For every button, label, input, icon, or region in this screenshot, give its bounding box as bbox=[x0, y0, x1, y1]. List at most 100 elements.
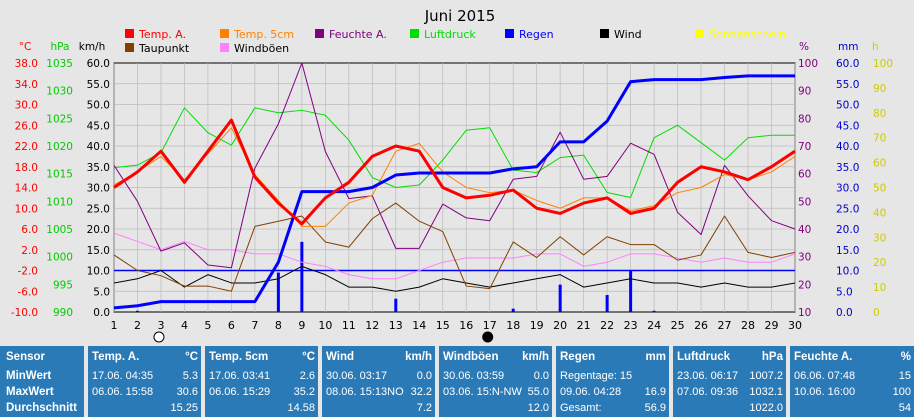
col-name: Temp. 5cm bbox=[209, 351, 269, 363]
axis-tick-mm: 45.0 bbox=[836, 120, 859, 132]
max-value: 32.2 bbox=[410, 386, 432, 398]
series-line-regen bbox=[113, 74, 795, 310]
axis-tick-h: 20 bbox=[873, 257, 886, 269]
axis-tick-mm: 40.0 bbox=[836, 141, 859, 153]
axis-tick-temp: 38.0 bbox=[15, 58, 38, 70]
x-tick-label: 4 bbox=[181, 319, 188, 332]
legend-swatch bbox=[695, 29, 704, 38]
col-name: Luftdruck bbox=[677, 351, 731, 363]
x-tick-label: 17 bbox=[483, 319, 497, 332]
axis-tick-hpa: 1025 bbox=[46, 113, 73, 125]
axis-tick-pct: 50 bbox=[798, 196, 811, 208]
axis-tick-kmh: 60.0 bbox=[87, 58, 110, 70]
axis-tick-hpa: 1005 bbox=[46, 224, 73, 236]
x-tick-label: 14 bbox=[412, 319, 426, 332]
axis-tick-temp: 22.0 bbox=[15, 141, 38, 153]
axis-tick-temp: 2.0 bbox=[21, 245, 38, 257]
x-tick-label: 18 bbox=[506, 319, 520, 332]
axis-label-h: h bbox=[872, 41, 879, 53]
col-header: Windböen km/h bbox=[443, 351, 549, 365]
max-row: 09.06. 04:28 16.9 bbox=[560, 386, 666, 399]
axis-tick-kmh: 35.0 bbox=[87, 162, 110, 174]
series-line-wind bbox=[113, 265, 796, 292]
min-time: Regentage: 15 bbox=[560, 370, 633, 382]
x-tick-label: 20 bbox=[553, 319, 567, 332]
rain-bar bbox=[276, 272, 280, 312]
moon-marker-Vollmond bbox=[153, 331, 165, 343]
chart-legend: Temp. A. Temp. 5cm Feuchte A. Luftdruck Rege… bbox=[125, 28, 786, 55]
legend-swatch bbox=[315, 29, 324, 38]
col-unit: °C bbox=[302, 351, 315, 363]
row-label: MinWert bbox=[6, 370, 52, 382]
axis-tick-temp: -10.0 bbox=[11, 307, 38, 319]
legend-swatch bbox=[125, 43, 134, 52]
axis-tick-mm: 55.0 bbox=[836, 79, 859, 91]
axis-tick-kmh: 0.0 bbox=[93, 307, 110, 319]
axis-tick-pct: 40 bbox=[798, 224, 811, 236]
max-value: 55.0 bbox=[527, 386, 549, 398]
moon-marker-Neumond bbox=[482, 331, 494, 343]
col-header: Luftdruck hPa bbox=[677, 351, 783, 365]
axis-tick-h: 100 bbox=[873, 58, 893, 70]
axis-tick-kmh: 45.0 bbox=[87, 120, 110, 132]
series-line-feuchte-a- bbox=[113, 62, 796, 269]
axis-tick-mm: 20.0 bbox=[836, 224, 859, 236]
axis-tick-pct: 30 bbox=[798, 252, 811, 264]
min-row: 30.06. 03:17 0.0 bbox=[326, 370, 432, 383]
x-tick-label: 5 bbox=[204, 319, 211, 332]
max-value: 16.9 bbox=[644, 386, 666, 398]
max-value: 100 bbox=[892, 386, 911, 398]
axis-tick-pct: 100 bbox=[798, 58, 818, 70]
col-header: Regen mm bbox=[560, 351, 666, 365]
legend-label: Windböen bbox=[234, 42, 289, 55]
max-time: 09.06. 04:28 bbox=[560, 386, 622, 398]
weather-chart: Juni 2015 Temp. A. Temp. 5cm Feuchte A. Luf… bbox=[11, 7, 893, 343]
max-row: 06.06. 15:29 35.2 bbox=[209, 386, 315, 399]
legend-swatch bbox=[505, 29, 514, 38]
legend-swatch bbox=[220, 29, 229, 38]
axis-tick-temp: 26.0 bbox=[15, 120, 38, 132]
x-tick-label: 9 bbox=[298, 319, 305, 332]
avg-value: 56.9 bbox=[644, 402, 666, 414]
axis-tick-mm: 30.0 bbox=[836, 183, 859, 195]
axis-tick-hpa: 1030 bbox=[46, 86, 73, 98]
x-tick-label: 28 bbox=[741, 319, 755, 332]
legend-label: Luftdruck bbox=[424, 28, 476, 41]
rain-bars bbox=[114, 241, 795, 312]
axis-tick-temp: 18.0 bbox=[15, 162, 38, 174]
axis-tick-mm: 25.0 bbox=[836, 203, 859, 215]
axis-tick-mm: 10.0 bbox=[836, 266, 859, 278]
avg-value: 15.25 bbox=[170, 402, 198, 414]
avg-value: 14.58 bbox=[287, 402, 315, 414]
rain-bar bbox=[629, 270, 633, 312]
legend-swatch bbox=[125, 29, 134, 38]
series-line-windb-en bbox=[113, 232, 796, 280]
x-tick-label: 25 bbox=[671, 319, 685, 332]
x-tick-label: 27 bbox=[718, 319, 732, 332]
avg-row: Gesamt: 56.9 bbox=[560, 402, 666, 415]
avg-row: 54 bbox=[794, 402, 911, 415]
min-time: 17.06. 03:41 bbox=[209, 370, 271, 382]
min-row: Regentage: 15 bbox=[560, 370, 666, 383]
axis-tick-h: 0 bbox=[873, 307, 880, 319]
min-row: 23.06. 06:17 1007.2 bbox=[677, 370, 783, 383]
min-row: 17.06. 04:35 5.3 bbox=[92, 370, 198, 383]
axis-tick-kmh: 20.0 bbox=[87, 224, 110, 236]
axis-tick-pct: 70 bbox=[798, 141, 811, 153]
avg-value: 12.0 bbox=[527, 402, 549, 414]
stats-col-feuchte-a-: Feuchte A.% 06.06. 07:48 15 10.06. 16:00 100… bbox=[790, 346, 914, 417]
axis-tick-hpa: 995 bbox=[53, 279, 73, 291]
col-unit: mm bbox=[645, 351, 666, 363]
max-row: 10.06. 16:00 100 bbox=[794, 386, 911, 399]
rain-bar bbox=[394, 298, 398, 312]
max-value: 30.6 bbox=[176, 386, 198, 398]
min-value: 15 bbox=[898, 370, 911, 382]
x-tick-label: 13 bbox=[389, 319, 403, 332]
x-tick-label: 23 bbox=[624, 319, 638, 332]
max-value: 35.2 bbox=[293, 386, 315, 398]
col-unit: hPa bbox=[761, 351, 783, 363]
legend-label: Wind bbox=[614, 28, 642, 41]
stats-col-windb-en: Windböen km/h 30.06. 03:59 0.0 03.06. 15:N-N… bbox=[439, 346, 552, 417]
axes: 38.0 34.0 30.0 26.0 22.0 18.0 14.0 10.0 6.0 2.0 -2… bbox=[11, 41, 893, 319]
series-lines bbox=[113, 62, 796, 310]
